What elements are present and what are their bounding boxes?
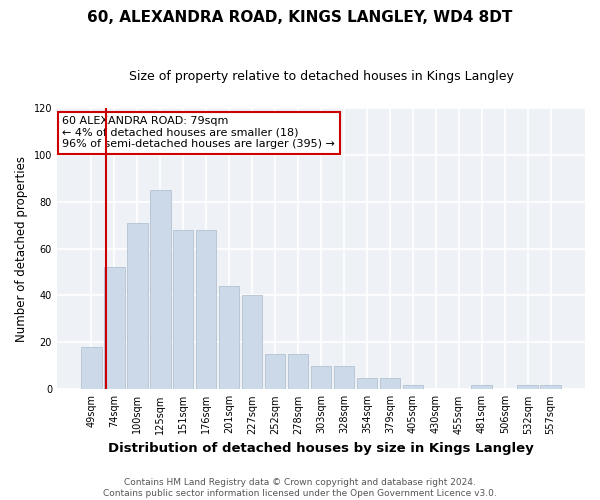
Bar bbox=[265, 354, 286, 390]
Text: Contains HM Land Registry data © Crown copyright and database right 2024.
Contai: Contains HM Land Registry data © Crown c… bbox=[103, 478, 497, 498]
Bar bbox=[517, 384, 538, 390]
X-axis label: Distribution of detached houses by size in Kings Langley: Distribution of detached houses by size … bbox=[108, 442, 534, 455]
Bar bbox=[150, 190, 170, 390]
Bar bbox=[472, 384, 492, 390]
Bar bbox=[287, 354, 308, 390]
Bar bbox=[196, 230, 217, 390]
Text: 60 ALEXANDRA ROAD: 79sqm
← 4% of detached houses are smaller (18)
96% of semi-de: 60 ALEXANDRA ROAD: 79sqm ← 4% of detache… bbox=[62, 116, 335, 150]
Bar bbox=[334, 366, 354, 390]
Bar bbox=[356, 378, 377, 390]
Bar bbox=[242, 296, 262, 390]
Bar bbox=[127, 222, 148, 390]
Text: 60, ALEXANDRA ROAD, KINGS LANGLEY, WD4 8DT: 60, ALEXANDRA ROAD, KINGS LANGLEY, WD4 8… bbox=[88, 10, 512, 25]
Bar bbox=[311, 366, 331, 390]
Bar bbox=[380, 378, 400, 390]
Bar bbox=[104, 268, 125, 390]
Title: Size of property relative to detached houses in Kings Langley: Size of property relative to detached ho… bbox=[128, 70, 514, 83]
Bar bbox=[541, 384, 561, 390]
Bar bbox=[403, 384, 423, 390]
Bar bbox=[219, 286, 239, 390]
Bar bbox=[173, 230, 193, 390]
Bar bbox=[81, 347, 101, 390]
Y-axis label: Number of detached properties: Number of detached properties bbox=[15, 156, 28, 342]
